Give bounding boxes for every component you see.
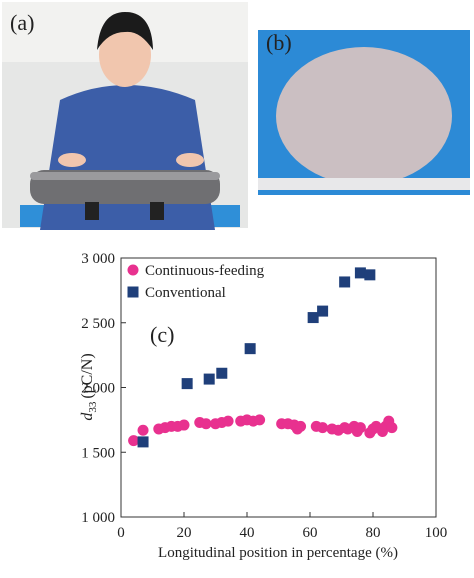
point bbox=[178, 419, 190, 431]
y-label-unit: (pC/N) bbox=[79, 353, 96, 398]
panel-label: (c) bbox=[150, 322, 174, 347]
point bbox=[181, 378, 193, 390]
point bbox=[222, 415, 234, 427]
point bbox=[216, 367, 228, 379]
y-label-subscript: 33 bbox=[87, 401, 99, 413]
y-tick-label: 1 000 bbox=[81, 510, 115, 526]
point bbox=[364, 269, 376, 281]
point bbox=[339, 276, 351, 288]
point bbox=[354, 422, 366, 434]
x-tick-label: 20 bbox=[177, 525, 192, 541]
panel-label: (a) bbox=[10, 10, 34, 35]
legend-label: Continuous-feeding bbox=[145, 263, 265, 279]
legend-label: Conventional bbox=[145, 285, 226, 301]
photo-a bbox=[2, 2, 248, 230]
point bbox=[254, 414, 266, 426]
legend-marker bbox=[127, 264, 139, 276]
y-tick-label: 2 000 bbox=[81, 381, 115, 397]
x-tick-label: 80 bbox=[366, 525, 381, 541]
y-tick-label: 1 500 bbox=[81, 445, 115, 461]
point bbox=[354, 267, 366, 279]
legend-marker bbox=[127, 286, 139, 298]
y-tick-label: 3 000 bbox=[81, 251, 115, 267]
point bbox=[386, 422, 398, 434]
x-tick-label: 0 bbox=[117, 525, 125, 541]
point bbox=[200, 418, 212, 430]
point bbox=[295, 420, 307, 432]
x-tick-label: 100 bbox=[425, 525, 448, 541]
y-tick-label: 2 500 bbox=[81, 316, 115, 332]
point bbox=[137, 424, 149, 436]
point bbox=[307, 312, 319, 324]
legend: Continuous-feeding Conventional bbox=[127, 263, 265, 301]
panel-label: (b) bbox=[266, 30, 292, 55]
x-tick-label: 40 bbox=[240, 525, 255, 541]
point bbox=[128, 435, 140, 447]
photo-b bbox=[258, 30, 470, 195]
x-axis-label: Longitudinal position in percentage (%) bbox=[158, 545, 398, 561]
point bbox=[317, 305, 329, 317]
point bbox=[244, 343, 256, 355]
y-label-symbol: d bbox=[79, 412, 96, 421]
point bbox=[317, 422, 329, 434]
y-axis-label: d33 (pC/N) bbox=[79, 353, 99, 420]
point bbox=[203, 373, 215, 385]
x-tick-label: 60 bbox=[303, 525, 318, 541]
point bbox=[137, 436, 149, 448]
